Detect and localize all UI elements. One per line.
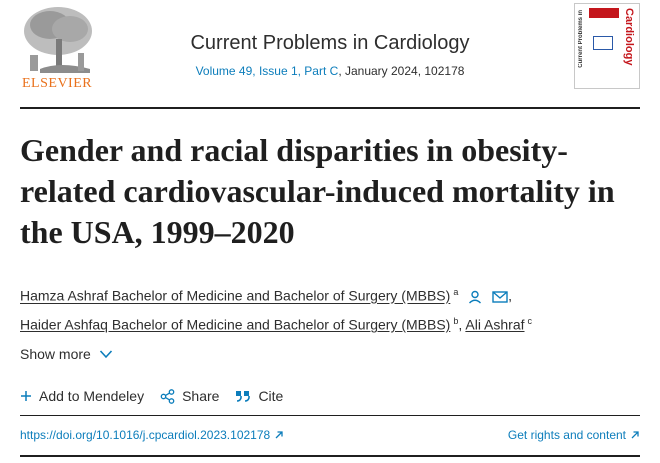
- person-icon[interactable]: [468, 290, 482, 304]
- external-link-icon: [275, 431, 283, 439]
- cover-brand: Cardiology: [623, 8, 635, 66]
- author-link[interactable]: Ali Ashraf: [465, 316, 525, 333]
- journal-meta: Volume 49, Issue 1, Part C, January 2024…: [0, 64, 660, 78]
- author-link[interactable]: Haider Ashfaq Bachelor of Medicine and B…: [20, 316, 451, 333]
- rights-label: Get rights and content: [507, 428, 626, 442]
- cover-figure: [593, 36, 613, 50]
- share-icon: [160, 388, 175, 404]
- article-actions: Add to Mendeley Share Cite: [20, 388, 283, 404]
- bottom-divider: [20, 455, 640, 457]
- external-link-icon: [631, 431, 639, 439]
- affiliation-sup[interactable]: c: [527, 315, 533, 326]
- affiliation-sup[interactable]: b: [453, 315, 459, 326]
- author-separator: ,: [458, 316, 463, 333]
- elsevier-tree-logo[interactable]: [20, 3, 102, 91]
- email-icon[interactable]: [492, 291, 508, 303]
- cover-banner: [589, 8, 619, 18]
- header-divider: [20, 107, 640, 109]
- issue-date: , January 2024, 102178: [338, 64, 465, 78]
- affiliation-sup[interactable]: a: [453, 287, 459, 297]
- author-separator: ,: [508, 287, 512, 304]
- show-more-button[interactable]: Show more: [20, 346, 113, 362]
- header: ELSEVIER Current Problems in Cardiology …: [0, 0, 660, 108]
- article-title: Gender and racial disparities in obesity…: [20, 132, 615, 250]
- cite-label: Cite: [258, 388, 284, 404]
- add-to-mendeley-button[interactable]: Add to Mendeley: [20, 388, 144, 404]
- plus-icon: [21, 391, 31, 401]
- publisher-name: ELSEVIER: [22, 76, 93, 91]
- doi-label: https://doi.org/10.1016/j.cpcardiol.2023…: [20, 428, 271, 442]
- share-button[interactable]: Share: [160, 388, 219, 404]
- cite-button[interactable]: Cite: [235, 388, 283, 404]
- doi-link[interactable]: https://doi.org/10.1016/j.cpcardiol.2023…: [20, 428, 284, 442]
- author-line: Haider Ashfaq Bachelor of Medicine and B…: [20, 309, 640, 338]
- journal-title[interactable]: Current Problems in Cardiology: [190, 32, 470, 54]
- issue-link[interactable]: Volume 49, Issue 1, Part C: [195, 64, 339, 78]
- mendeley-label: Add to Mendeley: [39, 388, 145, 404]
- author-line: Hamza Ashraf Bachelor of Medicine and Ba…: [20, 280, 640, 309]
- journal-cover[interactable]: Current Problems in Cardiology: [574, 3, 640, 89]
- chevron-down-icon: [99, 350, 112, 359]
- share-label: Share: [182, 388, 220, 404]
- get-rights-link[interactable]: Get rights and content: [508, 428, 640, 442]
- quote-icon: [236, 391, 251, 402]
- actions-divider: [20, 415, 640, 416]
- cover-side-title: Current Problems in: [578, 10, 584, 68]
- show-more-label: Show more: [20, 346, 91, 362]
- author-list: Hamza Ashraf Bachelor of Medicine and Ba…: [20, 280, 640, 337]
- author-link[interactable]: Hamza Ashraf Bachelor of Medicine and Ba…: [20, 287, 451, 304]
